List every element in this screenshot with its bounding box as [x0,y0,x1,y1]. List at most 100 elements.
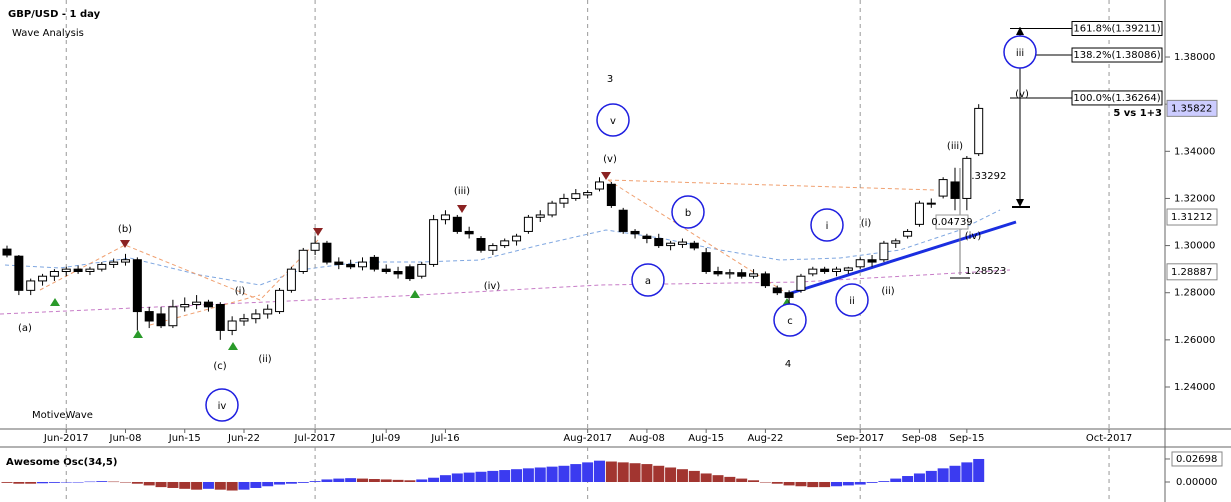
osc-bar [167,481,179,488]
osc-bar [771,481,783,484]
wave-label: (v) [603,154,617,165]
candle-body [867,259,877,263]
candle-body [85,268,95,273]
wave-circle [810,208,844,242]
candle-body [855,259,865,268]
osc-bar [37,481,49,484]
candle-body [263,308,273,315]
osc-bar [890,478,902,482]
candle-body [97,263,107,270]
candle-body [654,238,664,247]
pivot-marker [410,290,420,298]
wave-label: (iv) [965,231,982,242]
wave-label: (v) [1015,89,1029,100]
price-marker-label: 1.35822 [1171,103,1212,114]
x-tick-label: Jul-2017 [294,433,336,444]
candle-body [903,230,913,237]
candle-body [168,306,178,327]
candle-body [369,256,379,270]
moving-average [4,209,1001,286]
osc-bar [416,479,428,482]
candle-body [452,216,462,232]
osc-bar [155,481,167,488]
osc-bar [60,481,72,483]
x-tick-label: Aug-2017 [563,433,612,444]
candle-body [914,202,924,225]
osc-bar [13,481,25,484]
osc-bar [558,465,570,482]
osc-bar [736,478,748,482]
candle-body [227,320,237,331]
osc-bar [368,479,380,482]
osc-bar [285,481,297,484]
osc-bar [297,481,309,483]
y-tick-box [1172,474,1222,489]
y-tick-label: 0.02698 [1176,454,1217,465]
y-tick-box [1171,451,1223,467]
wave-label: 3 [607,74,613,85]
candle-body [843,267,853,271]
price-marker-label: 1.28887 [1171,267,1212,278]
pivot-marker [601,172,611,180]
wave-label: (iii) [454,186,470,197]
x-tick-label: Jul-16 [430,433,459,444]
y-tick-label: 1.24000 [1174,382,1215,393]
wave-label: (i) [235,286,246,297]
osc-bar [72,481,84,483]
osc-bar [143,481,155,486]
osc-bar [428,477,440,482]
chart-subtitle: Wave Analysis [12,28,84,39]
candle-body [974,107,984,155]
y-tick-label: 0.00000 [1176,477,1217,488]
x-tick-label: Jun-08 [109,433,142,444]
osc-bar [676,469,688,482]
candle-body [772,287,782,294]
osc-bar [451,473,463,482]
candle-body [286,268,296,291]
osc-bar [511,469,523,482]
osc-bar [120,481,131,483]
pivot-marker [120,240,130,248]
chart-title: GBP/USD - 1 day [8,9,101,20]
candle-body [334,261,344,265]
candle-body [464,230,474,235]
candle-body [192,301,202,306]
wave-label: ii [849,296,855,307]
candle-body [38,275,48,282]
x-tick-label: Jul-09 [371,433,400,444]
osc-bar [25,481,37,484]
osc-bar [1,481,13,483]
osc-bar [748,480,760,482]
candle-body [49,271,59,277]
candle-body [820,268,830,273]
candle-body [879,242,889,261]
osc-bar [854,481,866,485]
osc-bar [179,481,191,489]
fib-label: 100.0%(1.36264) [1073,93,1160,104]
candle-body [689,242,699,249]
wave-label: b [685,208,691,219]
wave-circle [835,283,869,317]
x-tick-label: Sep-08 [902,433,937,444]
osc-bar [262,481,274,487]
candle-body [512,235,522,242]
candle-body [429,219,439,265]
candle-body [215,304,225,331]
osc-bar [404,480,416,482]
candle-body [950,181,960,199]
y-tick-label: 1.34000 [1174,146,1215,157]
osc-bar [665,467,677,482]
wave-label: v [610,116,616,127]
wave-circle [631,263,665,297]
osc-bar [96,481,108,482]
osc-bar [842,481,854,486]
candle-body [796,275,806,291]
candle-body [298,249,308,273]
overlay-lines [0,27,1030,350]
watermark: MotiveWave [32,410,93,421]
candle-body [251,313,261,320]
candle-body [476,238,486,251]
osc-bar [949,465,961,482]
y-tick-label: 1.32000 [1174,193,1215,204]
candle-body [346,263,356,268]
